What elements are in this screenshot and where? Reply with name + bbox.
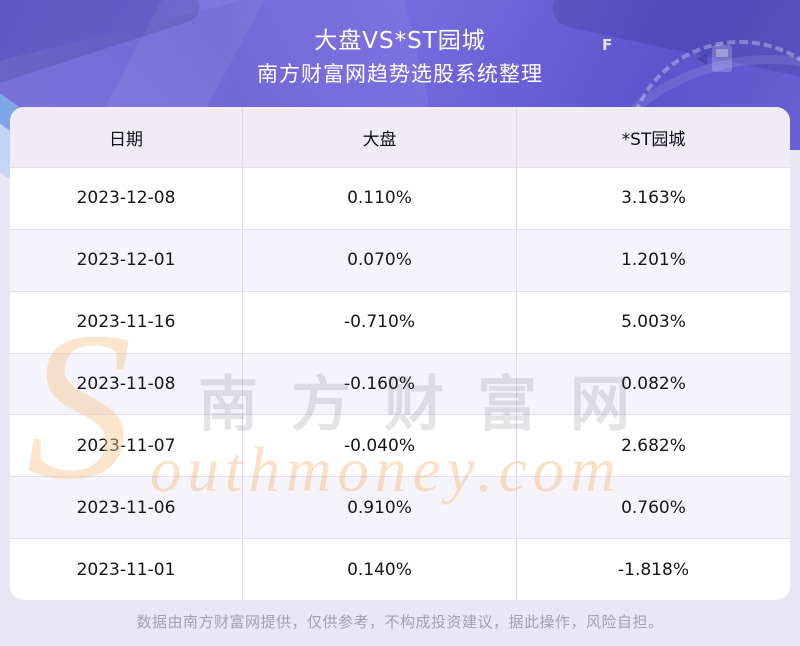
table-row: 2023-11-08 -0.160% 0.082%: [10, 352, 790, 415]
table-row: 2023-12-01 0.070% 1.201%: [10, 228, 790, 291]
column-header-market: 大盘: [243, 107, 517, 167]
comparison-table: 日期 大盘 *ST园城 2023-12-08 0.110% 3.163% 202…: [10, 107, 790, 600]
market-cell: -0.710%: [243, 291, 517, 353]
table-row: 2023-11-16 -0.710% 5.003%: [10, 290, 790, 353]
date-cell: 2023-11-06: [10, 477, 243, 539]
table-header-row: 日期 大盘 *ST园城: [10, 107, 790, 167]
stock-cell: 1.201%: [621, 250, 686, 271]
page-subtitle: 南方财富网趋势选股系统整理: [257, 62, 543, 86]
column-header-stock: *ST园城: [621, 129, 686, 150]
table-row: 2023-11-01 0.140% -1.818%: [10, 538, 790, 600]
stock-cell: 5.003%: [621, 312, 686, 333]
page-title: 大盘VS*ST园城: [314, 28, 486, 54]
fuel-gauge-f-label: F: [602, 36, 613, 54]
stock-cell: -1.818%: [618, 559, 689, 580]
market-cell: 0.910%: [243, 477, 517, 539]
market-cell: 0.070%: [243, 229, 517, 291]
stock-cell: 2.682%: [621, 435, 686, 456]
date-cell: 2023-12-01: [10, 229, 243, 291]
table-row: 2023-11-06 0.910% 0.760%: [10, 476, 790, 539]
date-cell: 2023-11-01: [10, 539, 243, 600]
fuel-pump-icon: [712, 45, 732, 72]
market-cell: 0.140%: [243, 539, 517, 600]
stock-cell: 0.760%: [621, 497, 686, 518]
stock-cell: 3.163%: [621, 188, 686, 209]
table-row: 2023-11-07 -0.040% 2.682%: [10, 414, 790, 477]
date-cell: 2023-12-08: [10, 168, 243, 229]
date-cell: 2023-11-08: [10, 353, 243, 415]
fuel-pump-icon-screen: [716, 49, 728, 57]
date-cell: 2023-11-16: [10, 291, 243, 353]
date-cell: 2023-11-07: [10, 415, 243, 477]
stock-cell: 0.082%: [621, 374, 686, 394]
market-cell: 0.110%: [243, 168, 517, 229]
disclaimer-text: 数据由南方财富网提供，仅供参考，不构成投资建议，据此操作，风险自担。: [136, 612, 664, 631]
fuel-gauge-arrow-icon: [697, 53, 707, 65]
table-row: 2023-12-08 0.110% 3.163%: [10, 167, 790, 229]
market-cell: -0.160%: [243, 353, 517, 415]
column-header-date: 日期: [10, 107, 243, 167]
market-cell: -0.040%: [243, 415, 517, 477]
